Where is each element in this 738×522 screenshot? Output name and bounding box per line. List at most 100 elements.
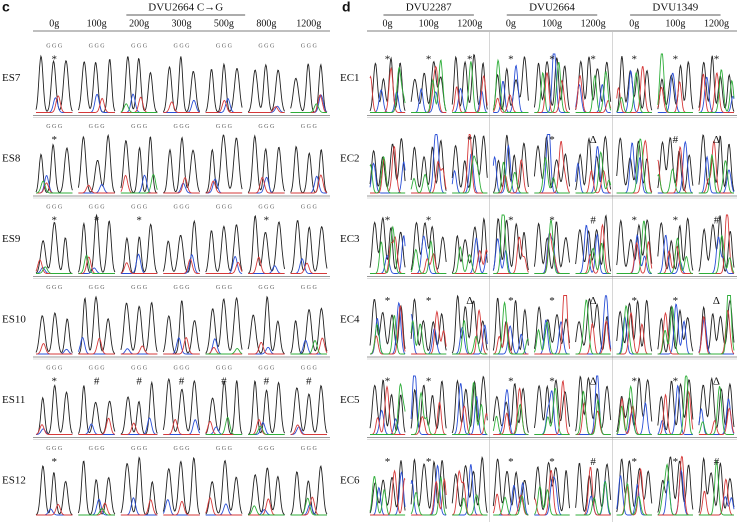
- trace: [411, 401, 447, 435]
- peak-marker: #: [714, 456, 720, 468]
- peak-marker: *: [51, 134, 57, 146]
- base-calls: G G G: [301, 365, 318, 371]
- base-calls: G G G: [89, 446, 106, 452]
- trace: [575, 242, 611, 274]
- trace: [698, 299, 735, 353]
- trace: [290, 307, 328, 354]
- peak-marker: Δ: [590, 134, 597, 146]
- trace: [290, 339, 327, 355]
- trace: [77, 59, 116, 113]
- trace: [290, 262, 327, 274]
- dose-label: 1200g: [457, 18, 482, 29]
- trace: [410, 476, 447, 516]
- trace: [205, 62, 243, 113]
- base-calls: G G G: [258, 43, 275, 49]
- trace: [657, 53, 693, 113]
- trace: [370, 469, 406, 516]
- trace: [120, 103, 158, 113]
- base-calls: G G G: [89, 43, 106, 49]
- peak-marker: *: [590, 54, 596, 66]
- trace: [77, 213, 116, 274]
- base-calls: G G G: [46, 124, 63, 130]
- peak-marker: *: [51, 456, 57, 468]
- trace: [369, 379, 406, 433]
- trace: [698, 478, 734, 516]
- trace: [77, 385, 116, 434]
- trace: [452, 245, 488, 274]
- trace: [163, 101, 200, 113]
- base-calls: G G G: [301, 204, 318, 210]
- trace: [534, 295, 571, 355]
- peak-marker: *: [426, 215, 432, 227]
- peak-marker: Δ: [713, 376, 720, 388]
- peak-marker: #: [221, 376, 227, 388]
- trace: [534, 219, 570, 274]
- base-calls: G G G: [131, 124, 148, 130]
- gene-label: DVU2664 C→G: [148, 2, 223, 14]
- dose-label: 500g: [214, 18, 234, 29]
- trace: [533, 461, 571, 512]
- trace: [290, 337, 328, 355]
- trace: [205, 380, 243, 435]
- trace: [533, 305, 571, 349]
- trace: [248, 106, 285, 113]
- trace: [657, 60, 694, 110]
- trace: [698, 456, 735, 513]
- panel-label: c: [2, 0, 10, 15]
- trace: [369, 299, 406, 349]
- trace: [575, 74, 612, 113]
- peak-marker: *: [631, 376, 637, 388]
- trace: [698, 134, 735, 192]
- row-label: ES9: [2, 233, 21, 245]
- peak-marker: *: [549, 54, 555, 66]
- trace: [657, 384, 693, 435]
- trace: [575, 146, 611, 194]
- row-label: EC3: [340, 233, 360, 245]
- trace: [247, 467, 285, 516]
- trace: [290, 94, 328, 113]
- trace: [451, 53, 488, 110]
- trace: [120, 345, 158, 355]
- dose-label: 0g: [383, 18, 393, 29]
- trace: [411, 235, 447, 274]
- trace: [35, 143, 73, 193]
- trace: [575, 375, 612, 432]
- base-calls: G G G: [131, 446, 148, 452]
- trace: [77, 133, 116, 193]
- peak-marker: *: [385, 54, 391, 66]
- trace: [492, 58, 529, 113]
- trace: [410, 60, 447, 111]
- peak-marker: #: [590, 456, 596, 468]
- trace: [78, 254, 115, 274]
- trace: [78, 417, 116, 435]
- trace: [120, 173, 158, 194]
- peak-marker: Δ: [590, 376, 597, 388]
- trace: [205, 180, 243, 194]
- trace: [493, 325, 529, 355]
- trace: [205, 348, 243, 355]
- trace: [36, 95, 73, 113]
- row-label: EC4: [340, 313, 360, 325]
- peak-marker: *: [94, 215, 100, 227]
- trace: [411, 160, 447, 194]
- trace: [657, 375, 694, 435]
- trace: [35, 221, 73, 274]
- peak-marker: *: [673, 376, 679, 388]
- peak-marker: *: [51, 376, 57, 388]
- base-calls: G G G: [216, 43, 233, 49]
- trace: [248, 341, 285, 355]
- peak-marker: #: [306, 376, 312, 388]
- trace: [120, 380, 158, 435]
- trace: [492, 403, 529, 435]
- trace: [657, 305, 693, 355]
- trace: [78, 337, 115, 355]
- trace: [657, 168, 693, 194]
- trace: [247, 214, 286, 274]
- trace: [698, 153, 734, 194]
- peak-marker: *: [426, 295, 432, 307]
- peak-marker: *: [264, 215, 270, 227]
- trace: [290, 339, 327, 355]
- trace: [369, 155, 406, 194]
- base-calls: G G G: [131, 204, 148, 210]
